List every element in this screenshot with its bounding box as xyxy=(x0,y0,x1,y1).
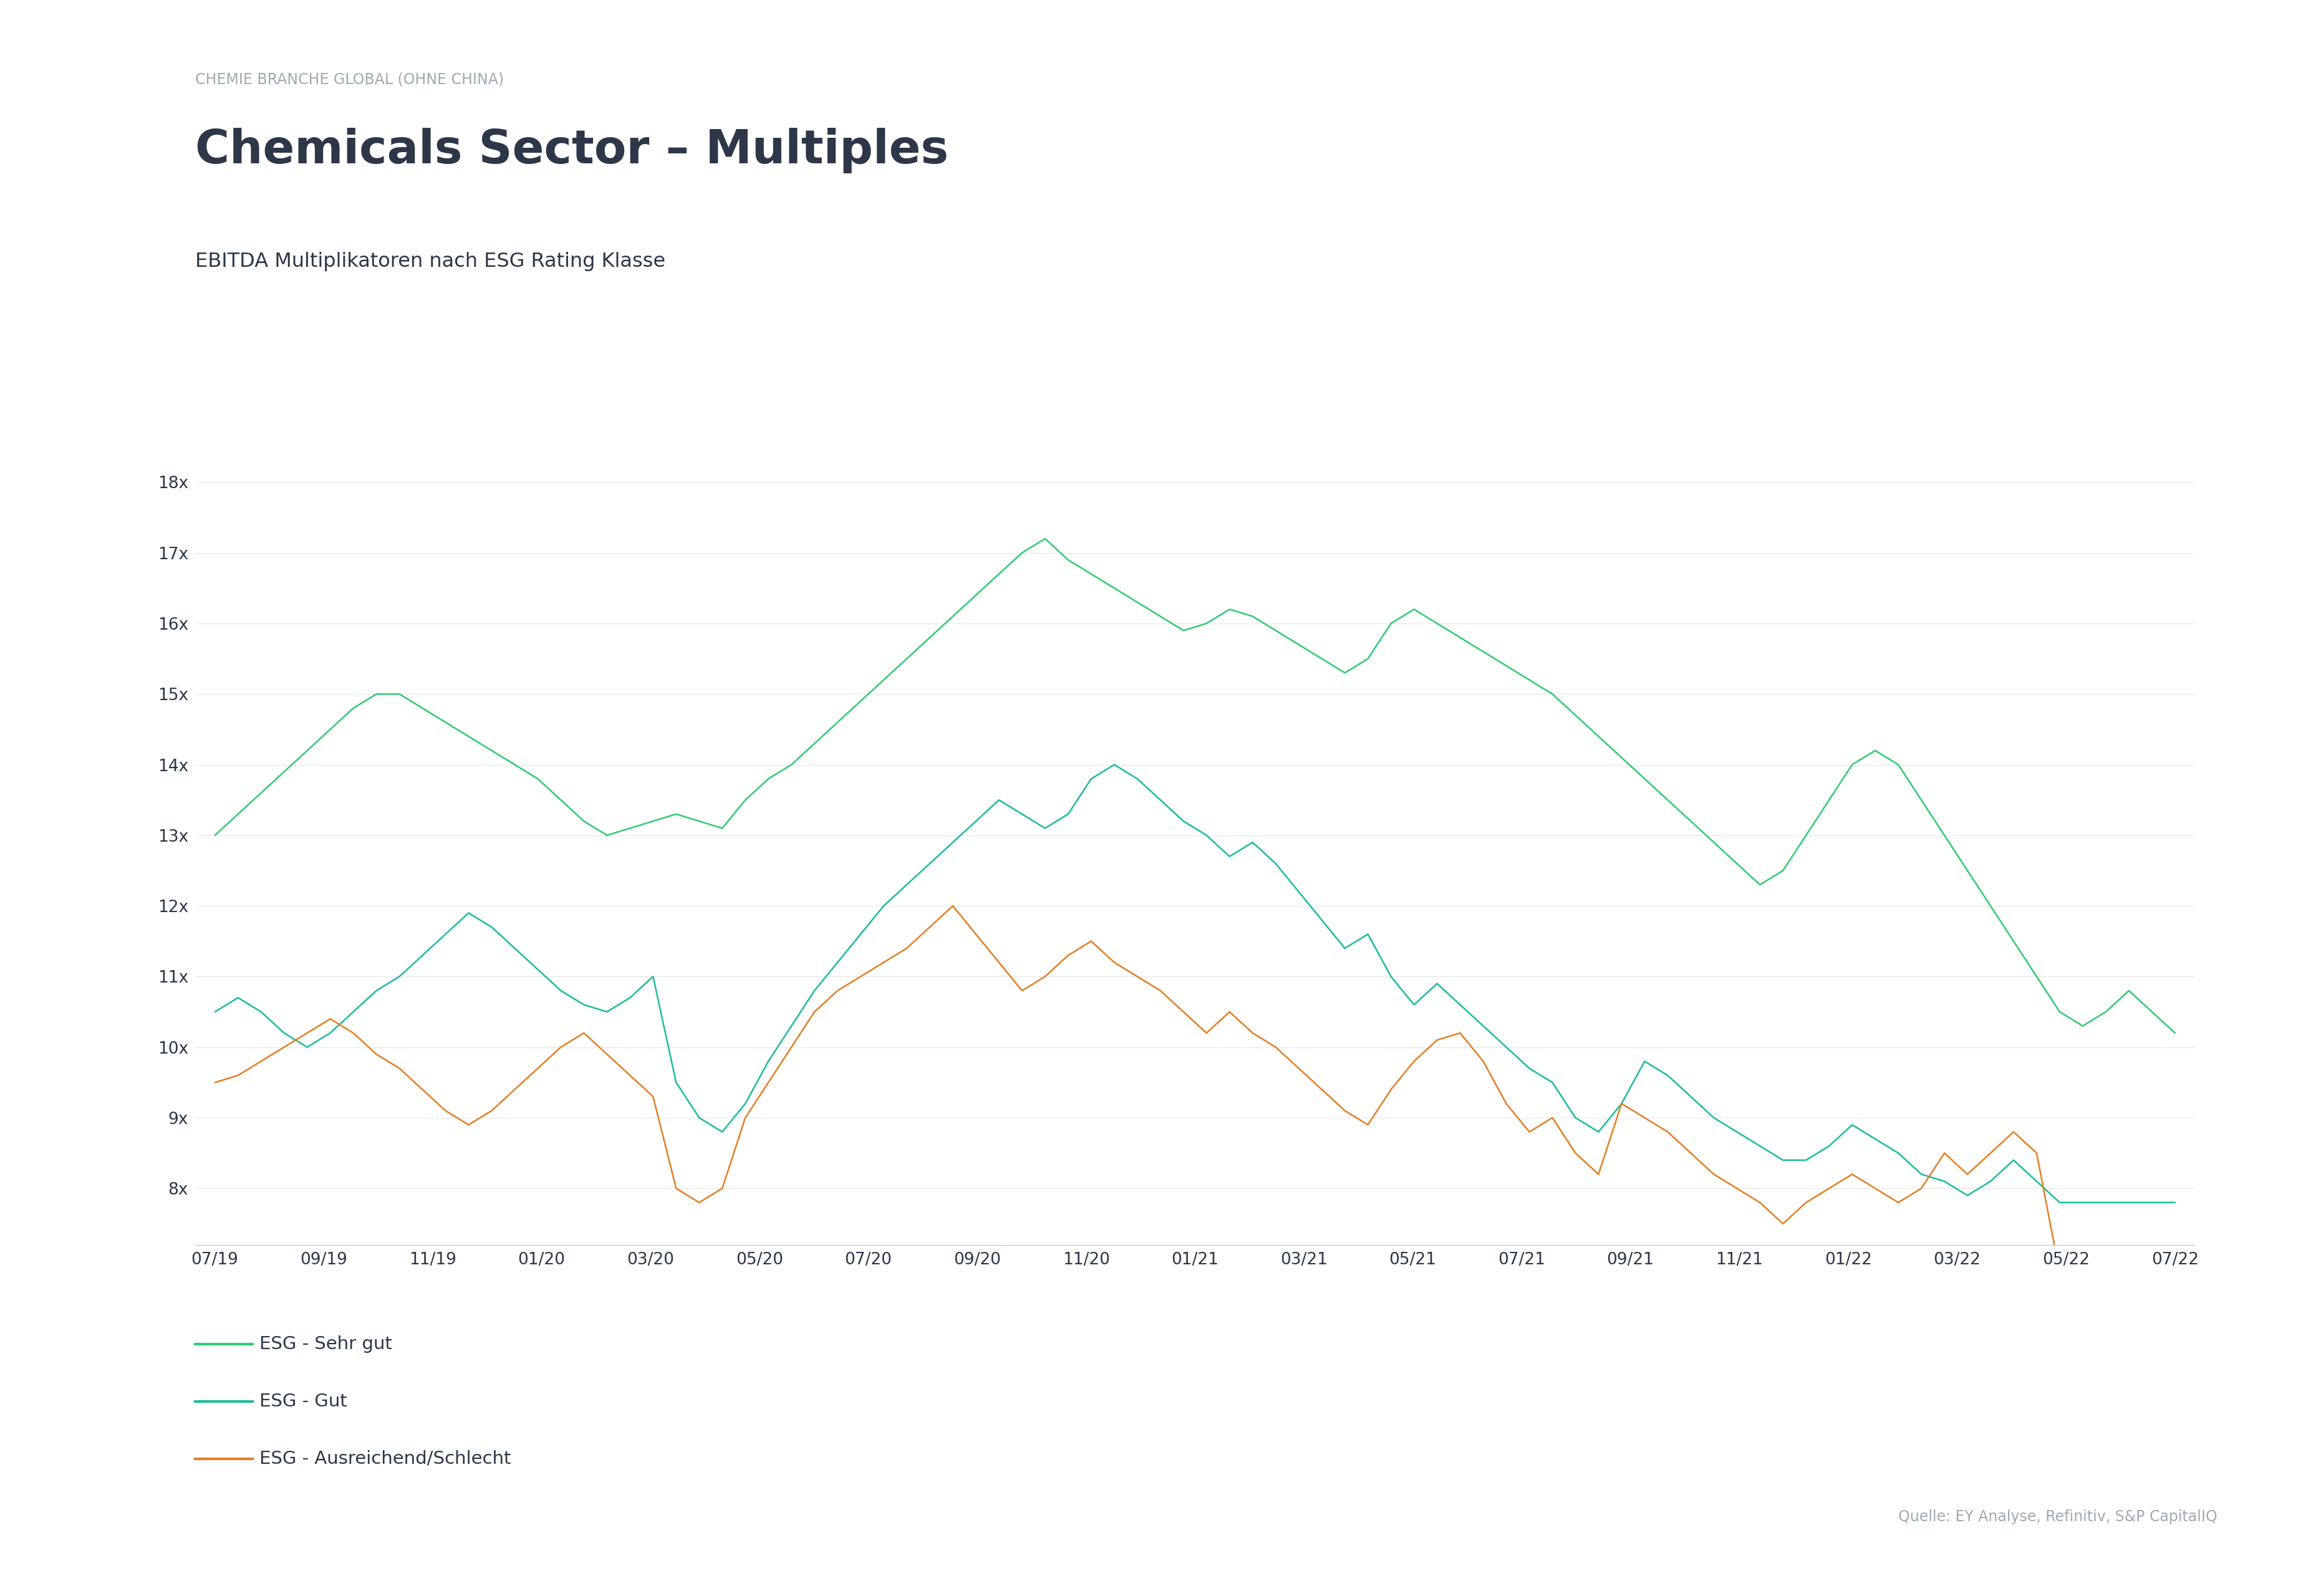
Text: ESG - Ausreichend/Schlecht: ESG - Ausreichend/Schlecht xyxy=(260,1451,510,1467)
Text: Chemicals Sector – Multiples: Chemicals Sector – Multiples xyxy=(195,128,949,174)
Text: ESG - Sehr gut: ESG - Sehr gut xyxy=(260,1336,393,1352)
Text: Quelle: EY Analyse, Refinitiv, S&P CapitalIQ: Quelle: EY Analyse, Refinitiv, S&P Capit… xyxy=(1898,1510,2218,1524)
Text: EBITDA Multiplikatoren nach ESG Rating Klasse: EBITDA Multiplikatoren nach ESG Rating K… xyxy=(195,252,666,271)
Text: CHEMIE BRANCHE GLOBAL (OHNE CHINA): CHEMIE BRANCHE GLOBAL (OHNE CHINA) xyxy=(195,72,503,86)
Text: ESG - Gut: ESG - Gut xyxy=(260,1393,347,1409)
